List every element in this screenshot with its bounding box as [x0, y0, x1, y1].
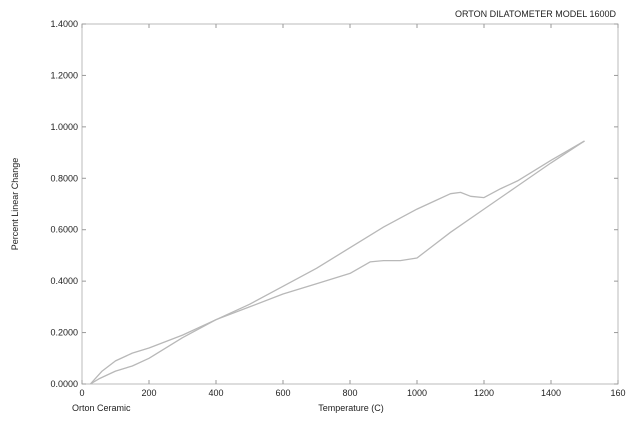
- y-axis-ticks: 0.0000 0.2000 0.4000 0.6000 0.8000 1.0000 1.20…: [50, 19, 618, 389]
- x-tick-label: 1400: [541, 388, 561, 398]
- series-line-upper: [89, 140, 585, 385]
- x-tick-label: 160: [610, 388, 625, 398]
- y-tick-label: 0.2000: [50, 328, 78, 338]
- chart-title: ORTON DILATOMETER MODEL 1600D: [455, 9, 617, 19]
- y-tick-label: 1.4000: [50, 19, 78, 29]
- series-layer: [89, 140, 585, 385]
- y-axis-title: Percent Linear Change: [10, 158, 20, 251]
- footer-label: Orton Ceramic: [72, 403, 131, 413]
- y-tick-label: 0.8000: [50, 173, 78, 183]
- x-tick-label: 600: [275, 388, 290, 398]
- y-tick-label: 0.4000: [50, 276, 78, 286]
- series-line-lower: [90, 140, 585, 385]
- x-tick-label: 1000: [407, 388, 427, 398]
- plot-frame: [81, 23, 619, 385]
- x-tick-label: 800: [342, 388, 357, 398]
- x-tick-label: 200: [141, 388, 156, 398]
- y-tick-label: 0.6000: [50, 225, 78, 235]
- y-tick-label: 0.0000: [50, 379, 78, 389]
- y-tick-label: 1.2000: [50, 70, 78, 80]
- x-tick-label: 1200: [474, 388, 494, 398]
- y-tick-label: 1.0000: [50, 122, 78, 132]
- x-axis-ticks: 0 200 400 600 800 1000 1200 1400 160: [79, 24, 626, 398]
- x-tick-label: 0: [79, 388, 84, 398]
- x-tick-label: 400: [208, 388, 223, 398]
- x-axis-title: Temperature (C): [318, 403, 384, 413]
